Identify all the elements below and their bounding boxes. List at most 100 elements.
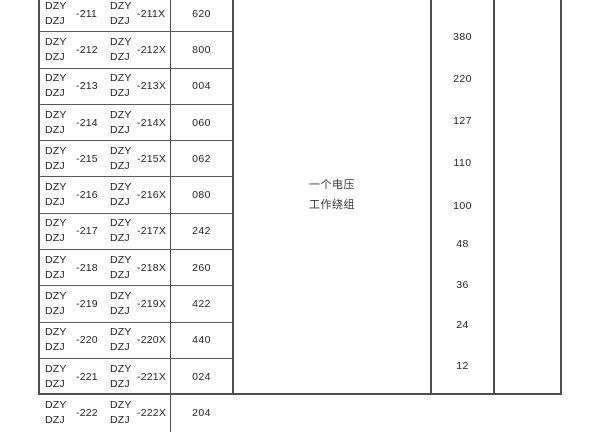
model-code-bottom: DZJ: [110, 123, 130, 136]
model-code-suffix: -220X: [137, 334, 167, 347]
model-code-cell-primary: DZY DZJ -217: [40, 214, 105, 249]
voltage-value: 24: [456, 319, 469, 331]
model-code-top: DZY: [45, 326, 67, 339]
model-code-suffix: -215: [76, 152, 98, 165]
row-number-value: 024: [170, 358, 232, 395]
description-line-1: 一个电压: [309, 177, 355, 191]
model-code-cell-secondary: DZY DZJ -211X: [105, 0, 170, 31]
model-code-top: DZY: [45, 217, 67, 230]
model-code-cell-secondary: DZY DZJ -216X: [105, 177, 170, 212]
model-code-cell-primary: DZY DZJ -215: [40, 141, 105, 176]
model-code-cell-secondary: DZY DZJ -220X: [105, 323, 170, 358]
model-code-cell-primary: DZY DZJ -218: [40, 250, 105, 285]
row-number-value: 440: [170, 322, 232, 358]
model-code-suffix: -213X: [137, 80, 167, 93]
model-code-cell-secondary: DZY DZJ -217X: [105, 214, 170, 249]
model-code-column: DZY DZJ -211 DZY DZJ -211X 620: [40, 0, 234, 432]
model-code-suffix: -214X: [137, 116, 167, 129]
model-code-suffix: -219: [76, 298, 98, 311]
row-number-value: 242: [170, 213, 232, 250]
model-code-top: DZY: [45, 108, 67, 121]
row-number-value: 260: [170, 250, 232, 286]
model-code-top: DZY: [110, 144, 132, 157]
model-code-bottom: DZJ: [45, 159, 65, 172]
model-code-bottom: DZJ: [110, 14, 130, 27]
model-code-cell-primary: DZY DZJ -219: [40, 286, 105, 321]
model-code-top: DZY: [45, 253, 67, 266]
specification-table: DZY DZJ -211 DZY DZJ -211X 620: [38, 0, 562, 432]
voltage-value: 110: [453, 157, 472, 169]
model-code-cell-secondary: DZY DZJ -221X: [105, 359, 170, 394]
model-code-suffix: -211X: [137, 7, 166, 20]
model-code-cell-secondary: DZY DZJ -218X: [105, 250, 170, 285]
model-code-bottom: DZJ: [45, 341, 65, 354]
model-code-top: DZY: [110, 217, 132, 230]
voltage-value: 36: [456, 279, 469, 291]
model-code-suffix: -217X: [137, 225, 167, 238]
table-row: DZY DZJ -221 DZY DZJ -221X 024: [40, 358, 232, 396]
voltage-value: 100: [453, 200, 472, 212]
model-code-bottom: DZJ: [45, 87, 65, 100]
row-number-value: 080: [170, 177, 232, 213]
model-code-bottom: DZJ: [110, 268, 130, 281]
model-code-top: DZY: [110, 35, 132, 48]
model-code-top: DZY: [45, 35, 67, 48]
table-row: DZY DZJ -222 DZY DZJ -222X 204: [40, 395, 232, 432]
model-code-suffix: -219X: [137, 298, 167, 311]
model-code-bottom: DZJ: [110, 50, 130, 63]
model-code-suffix: -211: [76, 7, 98, 20]
description-line-2: 工作绕组: [309, 197, 355, 211]
model-code-top: DZY: [110, 253, 132, 266]
voltage-value: 220: [453, 73, 472, 85]
model-code-bottom: DZJ: [45, 123, 65, 136]
model-code-suffix: -217: [76, 225, 98, 238]
model-code-cell-primary: DZY DZJ -221: [40, 359, 105, 394]
model-code-suffix: -218: [76, 261, 98, 274]
row-number-value: 062: [170, 141, 232, 177]
model-code-suffix: -222X: [137, 407, 167, 420]
model-code-cell-secondary: DZY DZJ -214X: [105, 105, 170, 140]
model-code-cell-secondary: DZY DZJ -222X: [105, 395, 170, 431]
table-row: DZY DZJ -219 DZY DZJ -219X 422: [40, 286, 232, 323]
row-number-value: 060: [170, 104, 232, 141]
model-code-bottom: DZJ: [45, 377, 65, 390]
model-code-cell-secondary: DZY DZJ -212X: [105, 32, 170, 67]
table-row: DZY DZJ -211 DZY DZJ -211X 620: [40, 0, 232, 33]
model-code-cell-primary: DZY DZJ -220: [40, 323, 105, 358]
model-code-cell-primary: DZY DZJ -222: [40, 395, 105, 431]
model-code-cell-primary: DZY DZJ -214: [40, 105, 105, 140]
model-code-cell-primary: DZY DZJ -212: [40, 32, 105, 67]
model-code-top: DZY: [45, 72, 67, 85]
model-code-suffix: -221X: [137, 370, 167, 383]
model-code-top: DZY: [45, 0, 67, 12]
model-code-bottom: DZJ: [110, 341, 130, 354]
table-row: DZY DZJ -214 DZY DZJ -214X 060: [40, 104, 232, 142]
table-row: DZY DZJ -220 DZY DZJ -220X 440: [40, 322, 232, 359]
model-code-suffix: -221: [76, 370, 98, 383]
model-code-cell-primary: DZY DZJ -213: [40, 69, 105, 104]
table-row: DZY DZJ -218 DZY DZJ -218X 260: [40, 250, 232, 287]
voltage-value: 380: [453, 31, 472, 43]
table-row: DZY DZJ -213 DZY DZJ -213X 004: [40, 68, 232, 105]
table-row: DZY DZJ -217 DZY DZJ -217X 242: [40, 213, 232, 251]
model-code-top: DZY: [45, 144, 67, 157]
model-code-suffix: -222: [76, 407, 98, 420]
model-code-cell-secondary: DZY DZJ -215X: [105, 141, 170, 176]
voltage-column: 380 220 127 110 100 48 36 24 12: [432, 0, 495, 393]
model-code-bottom: DZJ: [110, 159, 130, 172]
model-code-bottom: DZJ: [45, 268, 65, 281]
model-code-bottom: DZJ: [45, 305, 65, 318]
model-code-suffix: -212X: [137, 43, 167, 56]
model-code-bottom: DZJ: [110, 377, 130, 390]
row-number-value: 800: [170, 32, 232, 68]
model-code-suffix: -220: [76, 334, 98, 347]
model-code-top: DZY: [45, 290, 67, 303]
document-page: DZY DZJ -211 DZY DZJ -211X 620: [38, 0, 562, 432]
voltage-value: 48: [456, 238, 469, 250]
model-code-top: DZY: [110, 181, 132, 194]
model-code-suffix: -215X: [137, 152, 167, 165]
model-code-top: DZY: [110, 326, 132, 339]
voltage-value: 127: [453, 115, 472, 127]
model-code-top: DZY: [110, 108, 132, 121]
model-code-cell-primary: DZY DZJ -211: [40, 0, 105, 31]
